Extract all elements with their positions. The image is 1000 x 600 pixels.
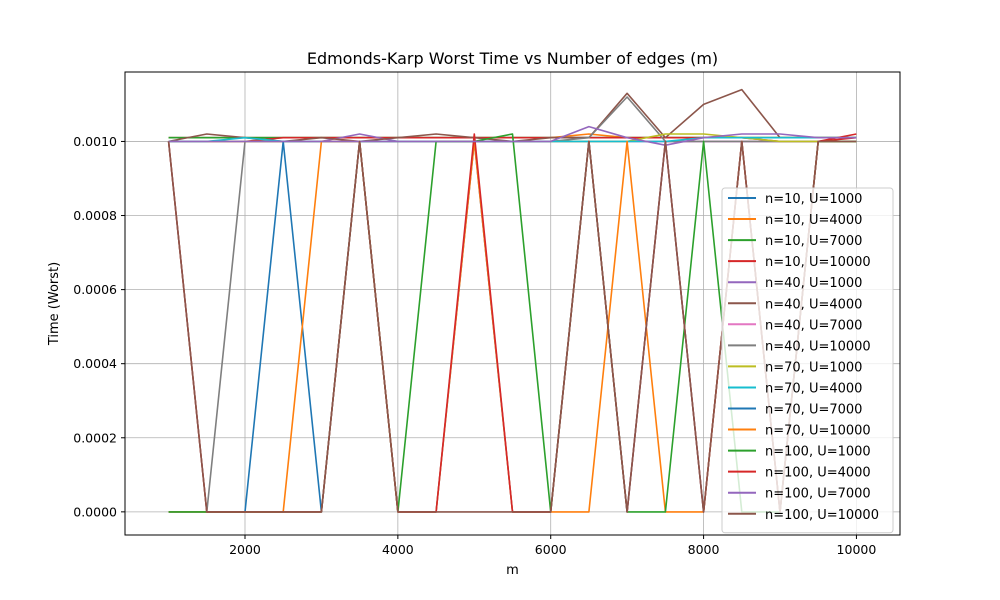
legend-label: n=10, U=4000 — [765, 213, 862, 228]
x-tick-label: 8000 — [688, 542, 720, 557]
legend-label: n=40, U=10000 — [765, 339, 871, 354]
legend-label: n=100, U=1000 — [765, 445, 871, 460]
legend-label: n=10, U=7000 — [765, 234, 862, 249]
x-axis-label: m — [506, 563, 519, 578]
legend-label: n=40, U=1000 — [765, 276, 862, 291]
chart-title: Edmonds-Karp Worst Time vs Number of edg… — [307, 49, 718, 68]
series-lines — [167, 88, 857, 513]
legend-label: n=70, U=7000 — [765, 403, 862, 418]
y-tick-label: 0.0006 — [73, 282, 117, 297]
x-tick-label: 2000 — [229, 542, 261, 557]
legend-label: n=40, U=7000 — [765, 318, 862, 333]
y-tick-label: 0.0004 — [73, 356, 117, 371]
legend: n=10, U=1000 n=10, U=4000 n=10, U=7000 n=10… — [721, 187, 894, 534]
x-tick-label: 10000 — [837, 542, 877, 557]
x-tick-label: 6000 — [535, 542, 567, 557]
legend-label: n=100, U=10000 — [765, 508, 879, 523]
legend-label: n=70, U=10000 — [765, 424, 871, 439]
legend-label: n=10, U=10000 — [765, 255, 871, 270]
y-tick-label: 0.0000 — [73, 504, 117, 519]
y-tick-label: 0.0008 — [73, 208, 117, 223]
x-tick-label: 4000 — [382, 542, 414, 557]
legend-label: n=70, U=1000 — [765, 360, 862, 375]
legend-label: n=10, U=1000 — [765, 192, 862, 207]
legend-box — [721, 187, 894, 534]
axis-ticks: 2000 4000 6000 8000 10000 0.0000 0.0002 0.0004 0… — [73, 134, 876, 557]
series-line — [168, 125, 857, 146]
legend-label: n=70, U=4000 — [765, 381, 862, 396]
plot-area-frame — [124, 71, 901, 536]
series-line — [167, 140, 857, 513]
y-tick-label: 0.0010 — [73, 134, 117, 149]
legend-label: n=100, U=7000 — [765, 487, 871, 502]
legend-label: n=40, U=4000 — [765, 297, 862, 312]
y-axis-label: Time (Worst) — [47, 262, 62, 346]
legend-label: n=100, U=4000 — [765, 466, 871, 481]
y-tick-label: 0.0002 — [73, 430, 117, 445]
